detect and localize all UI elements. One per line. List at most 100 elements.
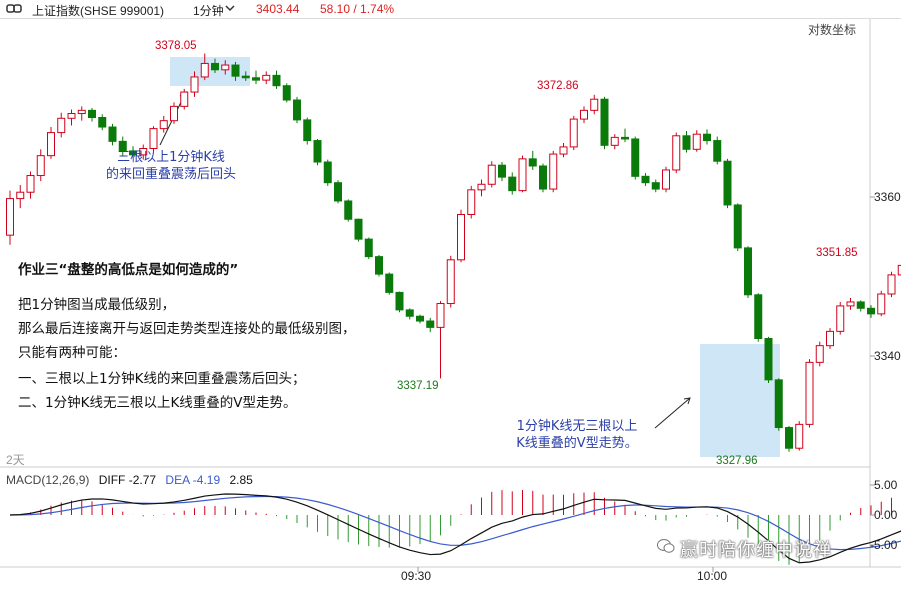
candle-body <box>744 247 752 296</box>
candle-body <box>487 164 496 185</box>
candle-body <box>508 176 517 192</box>
candle-body <box>528 158 537 167</box>
candle-body <box>713 140 722 162</box>
candle-body <box>897 264 901 276</box>
annotation-arrow-right <box>654 397 691 429</box>
candle-body <box>303 119 312 142</box>
candle-body <box>57 117 66 134</box>
candle-body <box>170 105 178 122</box>
label-last: 3351.85 <box>816 247 858 259</box>
candle-body <box>180 91 189 107</box>
macd-header: MACD(12,26,9) DIFF -2.77 DEA -4.19 2.85 <box>6 473 259 487</box>
candle-body <box>405 309 414 317</box>
candle-body <box>662 169 670 190</box>
candle-body <box>118 140 127 152</box>
candle-body <box>754 294 763 340</box>
candle-body <box>446 259 455 305</box>
candle-body <box>856 301 865 309</box>
candle-body <box>785 427 793 449</box>
candle-body <box>467 189 476 215</box>
annotation-left-line-2: 的来回重叠震荡后回头 <box>105 167 236 182</box>
macd-dea: DEA -4.19 <box>165 473 221 487</box>
candle-body <box>344 200 353 220</box>
candle-body <box>590 98 599 111</box>
candle-body <box>559 146 568 155</box>
annotation-left-line-1: 三根以上1分钟K线 <box>117 150 225 165</box>
candle-body <box>108 126 117 142</box>
macd-y-label-0: 0.00 <box>874 508 898 522</box>
candle-body <box>651 182 660 190</box>
candle-body <box>221 64 230 71</box>
candle-body <box>764 338 773 381</box>
candle-body <box>375 256 383 275</box>
label-high-1: 3378.05 <box>155 40 197 52</box>
candle-body <box>211 62 219 71</box>
candle-body <box>16 191 25 200</box>
candle-body <box>385 273 394 293</box>
candle-body <box>149 128 158 150</box>
candle-body <box>621 136 629 140</box>
candle-body <box>98 117 107 128</box>
log-scale-button[interactable]: 对数坐标 <box>808 23 857 37</box>
candle-body <box>323 161 332 184</box>
candle-body <box>672 135 681 171</box>
candle-body <box>723 160 732 206</box>
candle-body <box>774 379 783 429</box>
candle-body <box>436 303 445 328</box>
chevron-down-icon[interactable] <box>225 5 235 12</box>
candle-body <box>26 175 35 193</box>
candle-body <box>313 140 322 163</box>
label-low-2: 3327.96 <box>716 455 758 467</box>
y-label-3360: 3360 <box>874 190 901 204</box>
candle-body <box>88 109 96 119</box>
candlestick-series <box>6 53 901 452</box>
candle-body <box>67 113 76 119</box>
label-high-2: 3372.86 <box>537 80 579 92</box>
last-price: 3403.44 <box>256 2 300 16</box>
candle-body <box>364 238 373 258</box>
candle-body <box>836 305 845 332</box>
notes-line-4: 一、三根以上1分钟K线的来回重叠震荡后回头； <box>18 371 306 387</box>
candle-body <box>293 99 301 121</box>
candle-body <box>77 109 86 115</box>
candle-body <box>416 315 424 322</box>
macd-value: 2.85 <box>229 473 253 487</box>
candle-body <box>190 76 199 93</box>
candle-body <box>877 293 886 315</box>
y-label-3340: 3340 <box>874 349 901 363</box>
candle-body <box>6 198 14 236</box>
candle-body <box>887 274 896 295</box>
macd-y-label-neg5: -5.00 <box>870 538 898 552</box>
candle-body <box>426 320 435 328</box>
candle-body <box>354 218 363 240</box>
candle-body <box>36 155 45 177</box>
period-selector[interactable]: 1分钟 <box>193 4 224 18</box>
candle-body <box>334 182 342 202</box>
candle-body <box>231 64 240 77</box>
candle-body <box>580 109 588 120</box>
candle-body <box>631 138 640 177</box>
macd-diff-line <box>9 493 901 564</box>
candle-body <box>262 74 271 81</box>
candle-body <box>641 175 650 184</box>
x-label-1000: 10:00 <box>697 569 728 583</box>
link-icon[interactable] <box>6 3 22 14</box>
candle-body <box>282 85 291 101</box>
notes-title: 作业三“盘整的高低点是如何造成的” <box>18 262 239 278</box>
macd-y-label-5: 5.00 <box>874 478 898 492</box>
candle-body <box>600 98 609 146</box>
notes-line-3: 只能有两种可能： <box>18 345 126 361</box>
candle-body <box>805 361 814 425</box>
x-label-0930: 09:30 <box>401 569 432 583</box>
notes-line-2: 那么最后连接离开与返回走势类型连接处的最低级别图， <box>18 321 356 337</box>
annotation-right-line-2: K线重叠的V型走势。 <box>516 436 638 451</box>
candle-body <box>815 345 824 363</box>
candle-body <box>518 158 527 192</box>
candle-body <box>867 307 875 315</box>
candle-body <box>139 148 148 156</box>
watermark-text: 赢时陪你缠中说禅 <box>680 540 832 561</box>
candle-body <box>846 301 855 307</box>
candle-body <box>682 135 691 150</box>
wechat-icon <box>657 539 675 553</box>
